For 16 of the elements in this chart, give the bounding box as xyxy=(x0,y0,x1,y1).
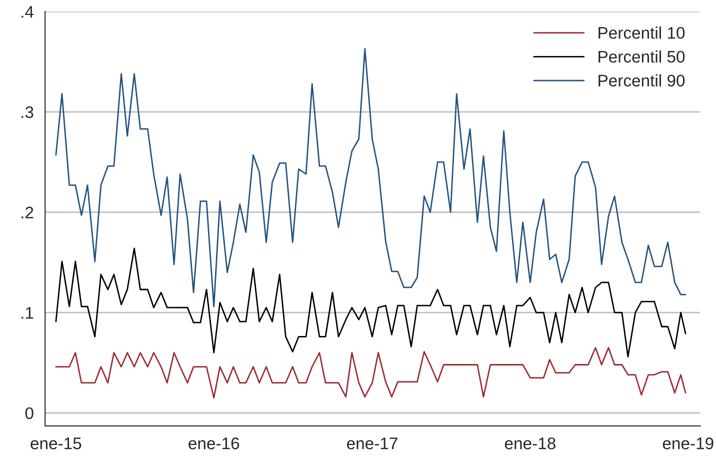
line-series xyxy=(55,248,686,358)
legend-label: Percentil 50 xyxy=(598,50,685,63)
line-series xyxy=(55,347,686,399)
x-tick-label: ene-16 xyxy=(188,438,240,450)
y-tick-label: 0 xyxy=(25,407,34,420)
y-tick-label: .2 xyxy=(22,206,34,218)
legend-label: Percentil 10 xyxy=(598,26,685,39)
line-series xyxy=(55,48,686,308)
y-tick-label: .1 xyxy=(22,307,34,319)
legend-label: Percentil 90 xyxy=(598,74,685,87)
y-tick-label: .4 xyxy=(22,6,34,18)
x-tick-label: ene-19 xyxy=(662,438,714,450)
y-tick-label: .3 xyxy=(22,106,34,118)
x-tick-label: ene-15 xyxy=(30,438,82,450)
x-tick-label: ene-18 xyxy=(504,438,556,450)
x-tick-label: ene-17 xyxy=(347,438,398,450)
